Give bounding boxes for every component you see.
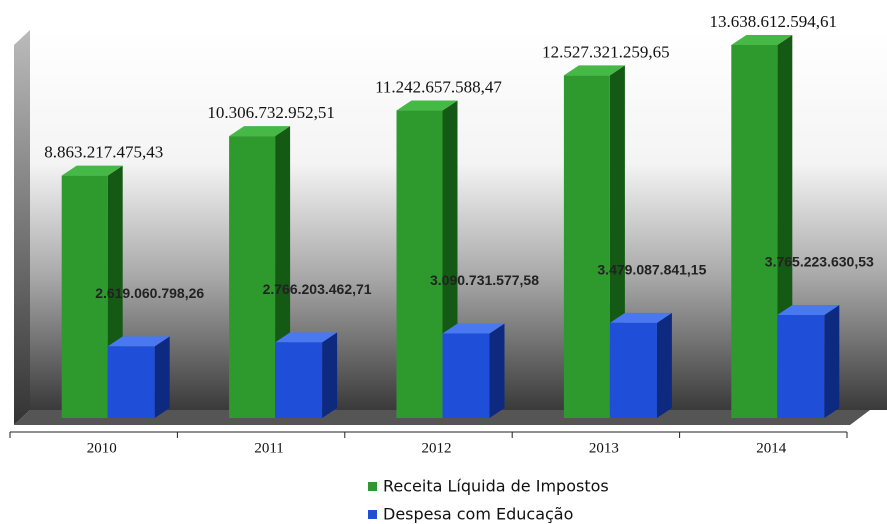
data-label: 13.638.612.594,61	[710, 12, 838, 31]
legend-label: Receita Líquida de Impostos	[383, 477, 609, 496]
x-tick-label: 2013	[589, 440, 619, 456]
bar	[563, 75, 610, 418]
bar	[609, 322, 657, 418]
bar	[61, 175, 108, 418]
x-tick-label: 2012	[422, 440, 452, 456]
bar-side	[489, 323, 505, 418]
bar-top	[777, 305, 840, 316]
bar-side	[656, 312, 672, 418]
bar-top	[275, 332, 338, 343]
bar	[731, 45, 778, 418]
legend-label: Despesa com Educação	[383, 505, 573, 524]
x-tick-label: 2014	[756, 440, 787, 456]
data-label: 2.766.203.462,71	[263, 281, 372, 297]
bar	[442, 333, 490, 418]
legend-swatch	[368, 482, 377, 491]
data-label: 3.765.223.630,53	[765, 254, 874, 270]
data-label: 3.479.087.841,15	[597, 262, 706, 278]
bar	[229, 136, 276, 418]
bar	[107, 346, 155, 418]
data-label: 12.527.321.259,65	[542, 42, 670, 61]
bar-side	[824, 305, 840, 418]
bar	[777, 315, 825, 418]
legend-swatch	[368, 510, 377, 519]
bar-top	[731, 35, 793, 45]
bar	[275, 342, 323, 418]
bar-top	[229, 126, 291, 137]
data-label: 3.090.731.577,58	[430, 272, 539, 288]
bar-side	[322, 332, 338, 418]
bar-top	[442, 323, 505, 334]
data-label: 10.306.732.952,51	[207, 103, 335, 122]
data-label: 8.863.217.475,43	[44, 143, 163, 162]
bar-top	[107, 336, 170, 347]
side-wall	[14, 30, 30, 425]
x-tick-label: 2010	[87, 440, 117, 456]
data-label: 2.619.060.798,26	[95, 285, 204, 301]
x-tick-label: 2011	[254, 440, 283, 456]
bar-top	[563, 65, 625, 76]
bar-top	[396, 100, 458, 111]
bar	[396, 110, 443, 418]
bar-top	[609, 312, 672, 323]
bar-top	[61, 165, 123, 176]
bar-side	[154, 336, 170, 418]
data-label: 11.242.657.588,47	[375, 77, 502, 96]
